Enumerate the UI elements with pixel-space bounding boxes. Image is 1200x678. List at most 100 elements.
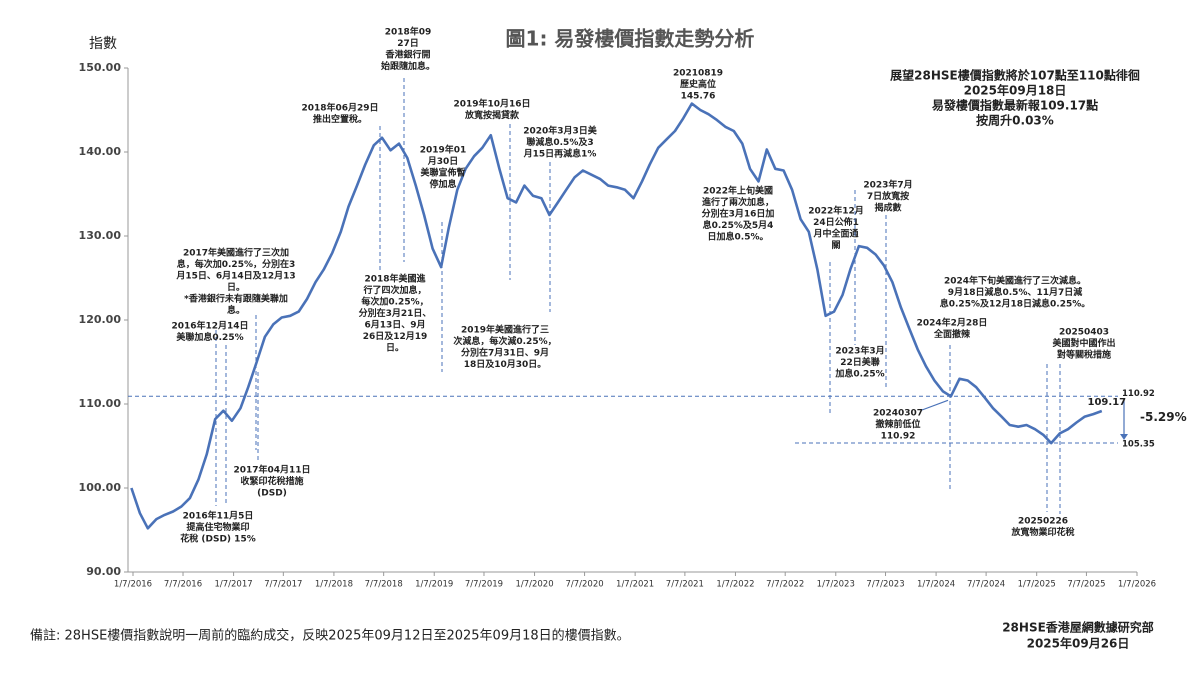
x-tick-label: 7/7/2023 xyxy=(866,580,904,590)
annotation-text: 2016年11月5日 xyxy=(183,510,254,522)
x-tick-label: 7/7/2024 xyxy=(967,580,1005,590)
annotation-text: 提高住宅物業印 xyxy=(186,521,249,533)
source-date: 2025年09月26日 xyxy=(1027,636,1130,651)
x-tick-label: 7/7/2022 xyxy=(766,580,804,590)
annotation-text: 2018年06月29日 xyxy=(301,102,378,114)
reference-label: 105.35 xyxy=(1122,440,1155,450)
annotation: 2024年下旬美國進行了三次減息。9月18日減息0.5%、11月7日減息0.25… xyxy=(940,275,1091,310)
annotation-text: 2018年美國進 xyxy=(364,273,426,285)
y-axis-label: 指數 xyxy=(89,36,117,52)
x-tick-label: 7/7/2017 xyxy=(264,580,302,590)
y-tick-label: 130.00 xyxy=(79,229,122,242)
annotation-text: 分別在3月16日加 xyxy=(702,208,775,220)
annotation-text: 2017年美國進行了三次加 xyxy=(183,247,289,259)
annotation-text: 2023年7月 xyxy=(863,179,912,191)
annotation-text: 27日 xyxy=(397,38,419,49)
annotation-text: 2017年04月11日 xyxy=(233,464,310,476)
x-tick-label: 1/7/2016 xyxy=(114,580,152,590)
annotation-text: 20250403 xyxy=(1059,328,1109,338)
series-line xyxy=(130,102,1103,530)
annotation-text: 花稅 (DSD) 15% xyxy=(180,533,255,545)
annotation-text: 分別在3月21日、 xyxy=(359,307,432,319)
annotation-text: 110.92 xyxy=(881,432,916,442)
annotation-text: 全面撤辣 xyxy=(933,328,971,340)
annotation-text: 2022年上旬美國 xyxy=(703,185,773,197)
annotation-text: 2024年2月28日 xyxy=(917,317,988,329)
annotation-text: 6月13日、9月 xyxy=(364,320,425,331)
annotation: 2018年美國進行了四次加息，每次加0.25%，分別在3月21日、6月13日、9… xyxy=(359,273,432,354)
annotation-text: 26日及12月19 xyxy=(363,331,428,342)
annotation-text: 分別在7月31日、9月 xyxy=(461,347,549,359)
chart-title: 圖1: 易發樓價指數走勢分析 xyxy=(506,27,755,51)
info-text: 展望28HSE樓價指數將於107點至110點徘徊 xyxy=(890,68,1140,83)
annotation-text: 次減息，每次減0.25%， xyxy=(453,335,556,347)
annotation-text: 對等關稅措施 xyxy=(1057,349,1111,361)
annotation-text: 息。 xyxy=(227,304,245,316)
annotation-text: (DSD) xyxy=(257,489,287,499)
annotation-text: 2023年3月 xyxy=(835,345,884,357)
x-tick-label: 1/7/2020 xyxy=(515,580,553,590)
annotation-text: 歷史高位 xyxy=(680,78,716,90)
annotation: 2019年美國進行了三次減息，每次減0.25%，分別在7月31日、9月18日及1… xyxy=(453,324,556,371)
y-tick-label: 90.00 xyxy=(86,565,121,578)
annotation-text: *香港銀行未有跟隨美聯加 xyxy=(184,293,288,305)
annotation-arrow xyxy=(921,399,949,411)
y-tick-label: 120.00 xyxy=(79,313,122,326)
annotation-text: 關 xyxy=(831,240,840,251)
x-tick-label: 1/7/2026 xyxy=(1118,580,1156,590)
x-tick-label: 1/7/2024 xyxy=(917,580,955,590)
annotation-text: 收緊印花稅措施 xyxy=(240,475,303,487)
y-tick-label: 150.00 xyxy=(79,61,122,74)
info-text: 按周升0.03% xyxy=(976,113,1054,128)
annotation-text: 日。 xyxy=(386,343,404,354)
annotation-text: 香港銀行開 xyxy=(384,49,430,61)
annotation-text: 放寬物業印花稅 xyxy=(1010,526,1074,538)
x-tick-label: 1/7/2018 xyxy=(315,580,353,590)
annotation-text: 2018年09 xyxy=(385,26,432,38)
annotation-text: 放寬按揭貸款 xyxy=(464,109,520,121)
annotation-text: 停加息 xyxy=(429,178,456,190)
x-tick-label: 1/7/2022 xyxy=(716,580,754,590)
annotation: 2022年上旬美國進行了兩次加息，分別在3月16日加息0.25%及5月4日加息0… xyxy=(702,185,775,243)
annotation-text: 24日公佈1 xyxy=(813,216,859,228)
x-tick-label: 7/7/2025 xyxy=(1067,580,1105,590)
footnote: 備註: 28HSE樓價指數說明一周前的臨約成交，反映2025年09月12日至20… xyxy=(30,628,630,644)
annotation-text: 揭成數 xyxy=(874,202,902,214)
annotation-text: 美聯宣佈暫 xyxy=(420,167,465,179)
annotation-text: 2019年美國進行了三 xyxy=(461,324,549,336)
annotation-text: 加息0.25% xyxy=(834,368,884,380)
annotation-text: 日加息0.5%。 xyxy=(708,231,769,243)
reference-label: 110.92 xyxy=(1122,389,1155,399)
source: 28HSE香港屋網數據研究部 xyxy=(1002,620,1154,635)
annotation: 2017年美國進行了三次加息，每次加0.25%，分別在3月15日、6月14日及1… xyxy=(175,247,296,450)
annotation-text: 2019年01 xyxy=(420,144,467,156)
annotation-text: 月15日、6月14日及12月13 xyxy=(175,271,295,282)
annotation-text: 日。 xyxy=(227,282,245,293)
x-tick-label: 1/7/2025 xyxy=(1018,580,1056,590)
x-tick-label: 7/7/2016 xyxy=(164,580,202,590)
annotation-text: 撤辣前低位 xyxy=(875,418,920,430)
info-text: 2025年09月18日 xyxy=(964,83,1067,98)
x-tick-label: 1/7/2019 xyxy=(415,580,453,590)
annotation-text: 9月18日減息0.5%、11月7日減 xyxy=(948,286,1083,298)
annotation-text: 20240307 xyxy=(873,409,923,419)
y-tick-label: 110.00 xyxy=(79,397,122,410)
x-tick-label: 1/7/2021 xyxy=(616,580,654,590)
x-tick-label: 7/7/2019 xyxy=(465,580,503,590)
x-tick-label: 1/7/2023 xyxy=(817,580,855,590)
annotation-text: 美聯加息0.25% xyxy=(176,331,243,343)
annotation-text: 聯減息0.5%及3 xyxy=(526,136,593,148)
